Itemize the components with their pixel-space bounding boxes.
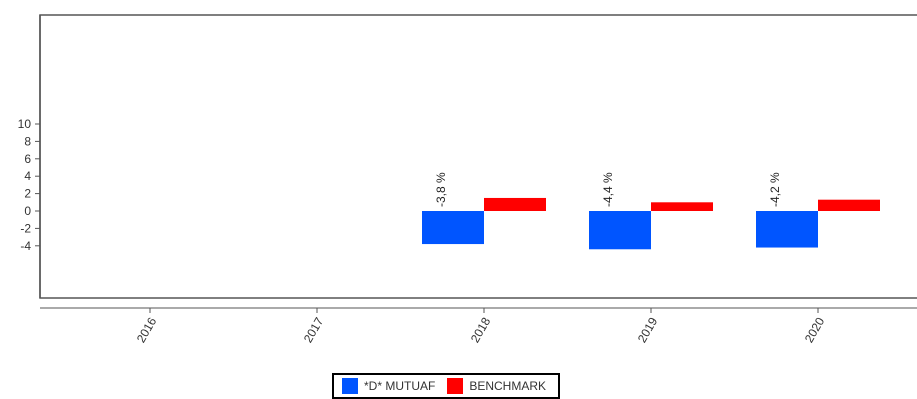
bar-benchmark[interactable] xyxy=(651,202,713,211)
bar-mutuaf[interactable] xyxy=(756,211,818,248)
y-tick-label: 4 xyxy=(24,169,31,183)
bar-mutuaf[interactable] xyxy=(422,211,484,245)
legend: *D* MUTUAF BENCHMARK xyxy=(332,373,561,399)
legend-label-benchmark: BENCHMARK xyxy=(469,379,547,393)
bar-benchmark[interactable] xyxy=(484,197,546,211)
data-label: -3,8 % xyxy=(434,172,448,207)
plot-area-frame xyxy=(39,14,917,299)
y-tick-label: 2 xyxy=(24,187,31,201)
x-tick-label: 2016 xyxy=(134,315,160,345)
data-label: -4,2 % xyxy=(768,172,782,207)
y-tick-label: 0 xyxy=(24,204,31,218)
data-label: -4,4 % xyxy=(601,172,615,207)
legend-swatch-mutuaf xyxy=(342,378,358,394)
x-tick-label: 2017 xyxy=(301,315,327,345)
legend-label-mutuaf: *D* MUTUAF xyxy=(364,379,436,393)
data-labels: -3,8 % -4,4 % -4,2 % xyxy=(434,172,782,207)
y-tick-label: 6 xyxy=(24,152,31,166)
y-tick-label: -4 xyxy=(20,239,31,253)
x-tick-label: 2018 xyxy=(468,315,494,345)
bars xyxy=(422,197,880,250)
x-tick-label: 2020 xyxy=(802,315,828,345)
y-tick-label: -2 xyxy=(20,221,31,235)
bar-benchmark[interactable] xyxy=(818,199,880,211)
legend-item-mutuaf[interactable]: *D* MUTUAF xyxy=(342,378,435,394)
x-axis: 2016 2017 2018 2019 2020 xyxy=(134,308,828,345)
legend-swatch-benchmark xyxy=(447,378,464,394)
y-axis: -4 -2 0 2 4 6 8 10 xyxy=(18,117,40,253)
legend-item-benchmark[interactable]: BENCHMARK xyxy=(447,378,546,394)
y-tick-label: 10 xyxy=(18,117,32,131)
bar-mutuaf[interactable] xyxy=(589,211,651,250)
y-tick-label: 8 xyxy=(24,134,31,148)
x-tick-label: 2019 xyxy=(635,315,661,345)
